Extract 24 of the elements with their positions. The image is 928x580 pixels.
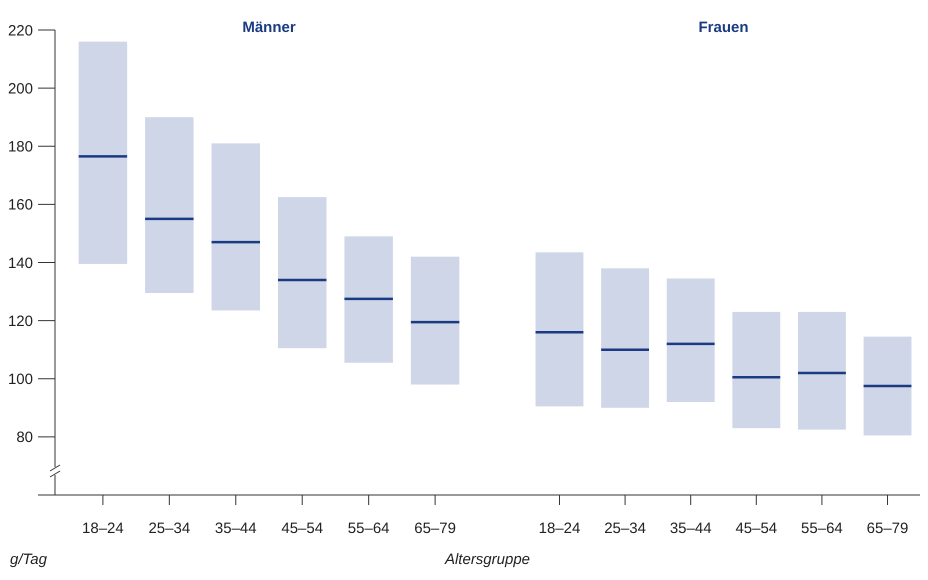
y-tick-label: 220 (8, 22, 33, 40)
y-tick-label: 100 (8, 371, 33, 388)
y-tick-label: 160 (8, 196, 33, 214)
x-tick-label: 25–34 (604, 520, 646, 537)
chart-title: Frauen (698, 19, 749, 36)
x-tick-label: 35–44 (670, 520, 712, 537)
x-tick-label: 55–64 (348, 520, 390, 537)
x-tick-label: 35–44 (214, 520, 257, 537)
y-tick-label: 200 (8, 80, 33, 98)
x-tick-label: 25–34 (148, 520, 190, 537)
y-tick-label: 180 (8, 138, 33, 156)
y-axis-title: g/Tag (10, 551, 48, 568)
chart-title: Männer (242, 19, 296, 36)
x-tick-label: 45–54 (281, 520, 324, 537)
x-tick-label: 55–64 (801, 520, 843, 537)
x-tick-label: 65–79 (866, 520, 908, 537)
y-tick-label: 120 (8, 312, 33, 330)
y-tick-label: 80 (16, 429, 33, 446)
x-axis-title: Altersgruppe (444, 551, 530, 568)
x-tick-label: 65–79 (414, 520, 456, 537)
x-tick-label: 18–24 (82, 520, 124, 537)
x-tick-label: 45–54 (735, 520, 778, 537)
y-tick-label: 140 (8, 254, 33, 272)
x-tick-label: 18–24 (538, 520, 580, 537)
